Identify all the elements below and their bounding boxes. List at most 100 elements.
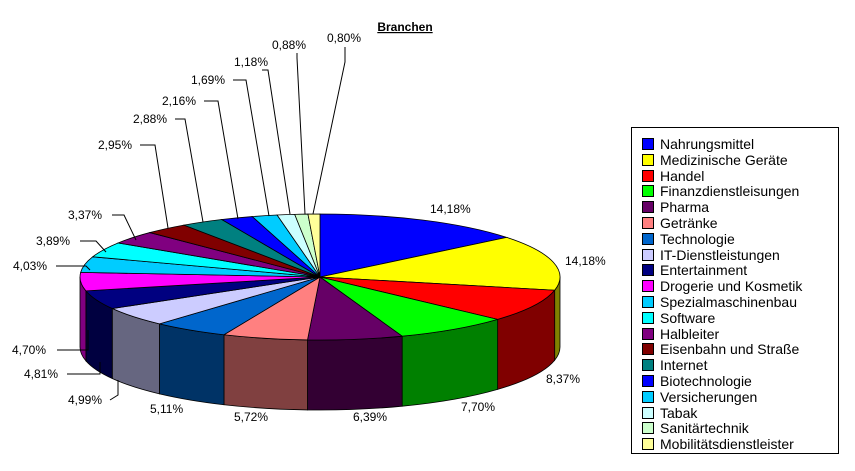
leader-line-sanitaertechnik — [296, 53, 306, 215]
legend-label: Medizinische Geräte — [660, 151, 788, 168]
leader-line-halbleiter — [112, 214, 137, 241]
legend-swatch — [642, 232, 654, 245]
leader-line-eisenbahn-und-strasse — [140, 144, 169, 229]
legend-item-tabak: Tabak — [642, 405, 697, 421]
legend-label: Internet — [660, 357, 708, 374]
legend-swatch — [642, 280, 654, 293]
legend-item-biotechnologie: Biotechnologie — [642, 373, 752, 389]
legend-swatch — [642, 153, 654, 166]
legend-item-it-dienstleistungen: IT-Dienstleistungen — [642, 247, 780, 263]
leader-line-entertainment — [67, 362, 101, 375]
legend-swatch — [642, 185, 654, 198]
legend-swatch — [642, 311, 654, 324]
legend-swatch — [642, 296, 654, 308]
legend-item-mobilitaetsdienstleister: Mobilitätsdienstleister — [642, 436, 794, 452]
legend-item-entertainment: Entertainment — [642, 262, 747, 278]
data-label-pharma: 6,39% — [353, 410, 387, 424]
chart-title: Branchen — [377, 20, 432, 34]
legend-label: Spezialmaschinenbau — [660, 294, 797, 310]
data-label-software: 3,89% — [36, 234, 70, 248]
pie-slice-medizinische-geraete — [319, 236, 561, 291]
data-label-internet: 2,88% — [133, 112, 167, 126]
pie-sides — [79, 276, 561, 411]
legend-swatch — [642, 406, 654, 419]
legend-label: Pharma — [660, 199, 710, 216]
data-label-sanitaertechnik: 0,88% — [272, 38, 306, 52]
leader-line-tabak — [262, 69, 291, 215]
legend-swatch — [642, 264, 654, 277]
data-label-medizinische-geraete: 14,18% — [565, 254, 606, 268]
leader-line-drogerie-und-kosmetik — [57, 330, 89, 351]
legend-label: Eisenbahn und Straße — [660, 341, 800, 358]
legend-item-finanzdienstleisungen: Finanzdienstleisungen — [642, 183, 799, 199]
data-label-biotechnologie: 2,16% — [162, 94, 196, 108]
legend-label: Drogerie und Kosmetik — [660, 278, 803, 295]
legend-item-halbleiter: Halbleiter — [642, 326, 719, 342]
data-label-finanzdienstleisungen: 7,70% — [461, 400, 495, 414]
legend-swatch — [642, 217, 654, 229]
legend-label: Halbleiter — [660, 325, 720, 342]
legend-item-versicherungen: Versicherungen — [642, 389, 757, 405]
leader-line-biotechnologie — [204, 100, 239, 220]
legend-label: Biotechnologie — [660, 373, 752, 389]
legend-label: Software — [660, 309, 716, 326]
legend: Nahrungsmittel Medizinische Geräte Handel F… — [631, 127, 839, 454]
leader-lines — [56, 47, 346, 401]
data-label-getraenke: 5,72% — [234, 410, 268, 424]
legend-swatch — [642, 327, 654, 340]
leader-line-mobilitaetsdienstleister — [312, 47, 346, 215]
legend-item-pharma: Pharma — [642, 199, 709, 215]
legend-swatch — [642, 422, 654, 435]
pie-side-technologie — [159, 323, 225, 406]
legend-label: IT-Dienstleistungen — [660, 246, 780, 263]
pie-slice-handel — [319, 276, 556, 320]
pie-slice-finanzdienstleisungen — [319, 276, 500, 337]
data-label-entertainment: 4,81% — [24, 367, 58, 381]
legend-label: Nahrungsmittel — [660, 136, 755, 152]
leader-line-spezialmaschinenbau — [56, 265, 91, 271]
pie-side-pharma — [307, 335, 403, 411]
legend-item-internet: Internet — [642, 357, 707, 373]
legend-swatch — [642, 201, 654, 214]
legend-item-drogerie-und-kosmetik: Drogerie und Kosmetik — [642, 278, 802, 294]
legend-swatch — [642, 343, 654, 356]
leader-line-versicherungen — [233, 79, 270, 217]
legend-item-nahrungsmittel: Nahrungsmittel — [642, 136, 754, 152]
legend-swatch — [642, 248, 654, 261]
legend-item-software: Software — [642, 310, 715, 326]
legend-swatch — [642, 359, 654, 372]
leader-line-software — [80, 240, 107, 253]
data-label-drogerie-und-kosmetik: 4,70% — [12, 343, 46, 357]
legend-swatch — [642, 169, 654, 182]
data-label-mobilitaetsdienstleister: 0,80% — [327, 31, 361, 45]
pie-slice-nahrungsmittel — [319, 213, 509, 278]
data-label-nahrungsmittel: 14,18% — [430, 202, 471, 216]
data-label-halbleiter: 3,37% — [68, 208, 102, 222]
legend-swatch — [642, 390, 654, 403]
data-label-spezialmaschinenbau: 4,03% — [13, 259, 47, 273]
legend-item-medizinische-geraete: Medizinische Geräte — [642, 152, 788, 168]
legend-label: Technologie — [660, 230, 735, 247]
legend-label: Versicherungen — [660, 388, 758, 405]
pie-slice-mobilitaetsdienstleister — [307, 213, 321, 278]
legend-label: Getränke — [660, 215, 718, 231]
legend-swatch — [642, 138, 654, 150]
legend-label: Entertainment — [660, 262, 748, 279]
pie-tops — [79, 213, 561, 341]
legend-item-spezialmaschinenbau: Spezialmaschinenbau — [642, 294, 797, 310]
data-label-it-dienstleistungen: 4,99% — [68, 393, 102, 407]
legend-item-technologie: Technologie — [642, 231, 735, 247]
data-label-handel: 8,37% — [546, 372, 580, 386]
data-label-eisenbahn-und-strasse: 2,95% — [98, 138, 132, 152]
data-label-versicherungen: 1,69% — [191, 73, 225, 87]
legend-label: Tabak — [660, 404, 698, 421]
legend-item-getraenke: Getränke — [642, 215, 718, 231]
legend-item-eisenbahn-und-strasse: Eisenbahn und Straße — [642, 341, 799, 357]
data-label-tabak: 1,18% — [234, 55, 268, 69]
legend-label: Handel — [660, 167, 705, 184]
leader-line-it-dienstleistungen — [109, 380, 119, 401]
leader-line-internet — [175, 118, 204, 223]
legend-label: Sanitärtechnik — [660, 420, 749, 437]
legend-item-sanitaertechnik: Sanitärtechnik — [642, 420, 749, 436]
